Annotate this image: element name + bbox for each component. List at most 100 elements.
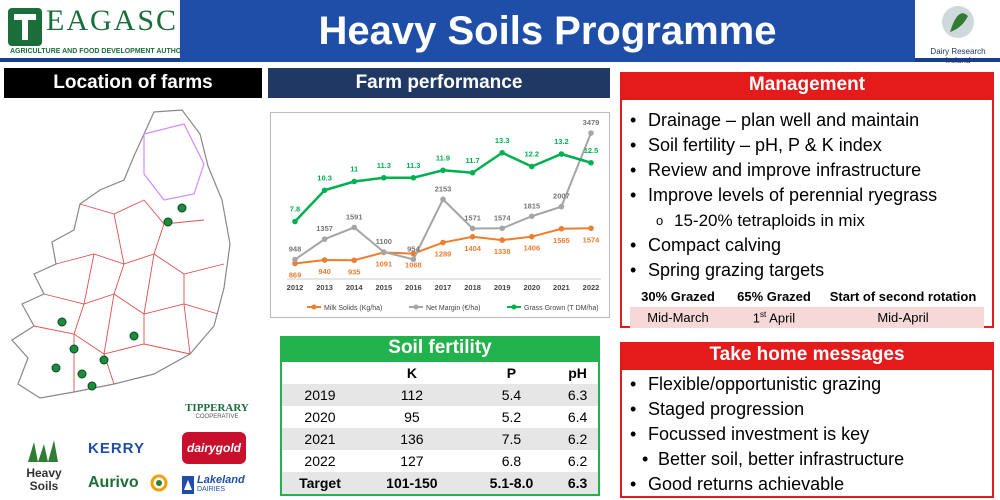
soil-k: 101-150 bbox=[358, 472, 466, 494]
grazing-header: 65% Grazed bbox=[737, 289, 811, 304]
grazing-day: 1 bbox=[752, 310, 761, 326]
soil-k: 95 bbox=[404, 409, 420, 425]
data-label: 1404 bbox=[464, 244, 482, 253]
data-label: 2007 bbox=[553, 192, 570, 201]
data-point bbox=[558, 151, 565, 157]
soil-year: Target bbox=[282, 472, 358, 494]
management-title: Management bbox=[620, 72, 994, 98]
data-label: 13.3 bbox=[495, 136, 510, 145]
lakeland-flag-icon bbox=[182, 476, 194, 494]
data-point bbox=[499, 225, 505, 232]
x-tick-label: 2017 bbox=[435, 283, 452, 292]
data-label: 1338 bbox=[494, 247, 511, 256]
data-label: 935 bbox=[348, 267, 361, 276]
data-label: 1591 bbox=[346, 212, 363, 221]
grazing-table: 30% Grazed 65% Grazed Start of second ro… bbox=[630, 286, 984, 328]
soil-p: 5.4 bbox=[465, 384, 558, 406]
soil-p: 6.8 bbox=[501, 453, 522, 469]
grazing-month: April bbox=[769, 310, 796, 326]
data-point bbox=[588, 225, 594, 232]
grazing-value: Mid-April bbox=[822, 307, 984, 328]
list-item: Focussed investment is key bbox=[622, 422, 992, 447]
soil-p: 5.1-8.0 bbox=[465, 472, 558, 494]
soil-header-k: K bbox=[406, 365, 417, 381]
list-subitem: 15-20% tetraploids in mix bbox=[622, 208, 992, 233]
data-label: 1068 bbox=[405, 261, 422, 270]
x-tick-label: 2019 bbox=[494, 283, 511, 292]
soil-table: K P pH 2019 112 5.4 6.3 2020 95 5.2 6.4 … bbox=[282, 362, 598, 494]
x-tick-label: 2022 bbox=[583, 283, 600, 292]
data-label: 948 bbox=[289, 245, 302, 254]
kerry-logo: KERRY bbox=[88, 440, 145, 457]
management-box: Drainage – plan well and maintain Soil f… bbox=[620, 98, 994, 328]
list-item: Improve levels of perennial ryegrass bbox=[622, 183, 992, 208]
data-point bbox=[558, 225, 565, 232]
performance-title: Farm performance bbox=[268, 68, 610, 98]
legend-marker bbox=[413, 304, 419, 310]
page-title: Heavy Soils Programme bbox=[180, 0, 915, 62]
grazing-value: 1st April bbox=[726, 307, 822, 328]
legend-marker bbox=[311, 304, 317, 310]
data-label: 1406 bbox=[523, 244, 540, 253]
data-point bbox=[321, 236, 328, 242]
list-subitem: Better soil, better infrastructure bbox=[622, 447, 992, 472]
data-label: 7.8 bbox=[290, 205, 300, 214]
data-label: 1574 bbox=[494, 213, 512, 222]
data-label: 954 bbox=[407, 244, 420, 253]
tipperary-subtitle: COOPERATIVE bbox=[195, 414, 239, 420]
data-label: 869 bbox=[289, 271, 302, 280]
tipperary-logo: TIPPERARY COOPERATIVE bbox=[182, 402, 252, 430]
data-point bbox=[529, 163, 535, 170]
data-point bbox=[558, 203, 565, 210]
soil-k: 127 bbox=[400, 453, 424, 469]
performance-chart-svg: 869 940 935 1091 1068 1289 1404 1338 1406 1565 157… bbox=[287, 118, 601, 312]
takehome-box: Flexible/opportunistic grazing Staged pr… bbox=[620, 368, 994, 498]
soil-k: 136 bbox=[358, 428, 466, 450]
soil-year: 2021 bbox=[282, 428, 358, 450]
list-item: Good returns achievable bbox=[622, 472, 992, 497]
teagasc-subtitle: Agriculture and Food Development Authori… bbox=[10, 48, 198, 55]
x-tick-label: 2018 bbox=[464, 283, 481, 292]
data-label: 940 bbox=[318, 267, 331, 276]
soil-p: 7.5 bbox=[465, 428, 558, 450]
data-point bbox=[321, 187, 328, 194]
grass-icon bbox=[28, 440, 58, 462]
performance-chart: 869 940 935 1091 1068 1289 1404 1338 1406 1565 157… bbox=[270, 112, 610, 318]
data-label: 11.7 bbox=[466, 156, 480, 165]
soil-year: 2019 bbox=[282, 384, 358, 406]
list-item: Staged progression bbox=[622, 397, 992, 422]
teagasc-logo: EAGASC Agriculture and Food Development … bbox=[6, 4, 197, 58]
soil-year: 2022 bbox=[304, 453, 336, 469]
grazing-value: Mid-March bbox=[630, 307, 726, 328]
x-tick-label: 2014 bbox=[346, 283, 364, 292]
data-point bbox=[588, 130, 594, 136]
legend-marker bbox=[511, 304, 517, 310]
data-label: 2153 bbox=[435, 184, 452, 193]
data-point bbox=[292, 260, 298, 267]
dri-label: Dairy Research Ireland bbox=[930, 47, 986, 65]
aurivo-logo: Aurivo bbox=[88, 474, 139, 491]
table-row: 2019 112 5.4 6.3 bbox=[282, 384, 598, 406]
data-point bbox=[529, 213, 535, 220]
data-label: 11.9 bbox=[436, 153, 450, 162]
x-tick-label: 2012 bbox=[287, 283, 304, 292]
soil-header-ph: pH bbox=[568, 365, 587, 381]
data-label: 11 bbox=[350, 165, 358, 174]
data-point bbox=[292, 256, 298, 263]
data-label: 1565 bbox=[553, 236, 570, 245]
data-label: 1574 bbox=[583, 235, 601, 244]
lakeland-logo: Lakeland DAIRIES bbox=[182, 474, 248, 496]
data-point bbox=[381, 249, 387, 255]
data-label: 12.2 bbox=[524, 150, 539, 159]
soil-header-p: P bbox=[506, 365, 517, 381]
lakeland-dairies: DAIRIES bbox=[197, 486, 226, 493]
list-item: Drainage – plan well and maintain bbox=[622, 108, 992, 133]
soil-header-blank bbox=[282, 362, 358, 384]
soil-ph: 6.4 bbox=[567, 409, 588, 425]
list-item: Compact calving bbox=[622, 233, 992, 258]
soil-table-box: K P pH 2019 112 5.4 6.3 2020 95 5.2 6.4 … bbox=[280, 360, 600, 496]
data-label: 11.3 bbox=[377, 161, 391, 170]
data-point bbox=[529, 233, 535, 240]
grazing-header: 30% Grazed bbox=[641, 289, 715, 304]
table-row: 2020 95 5.2 6.4 bbox=[282, 406, 598, 428]
